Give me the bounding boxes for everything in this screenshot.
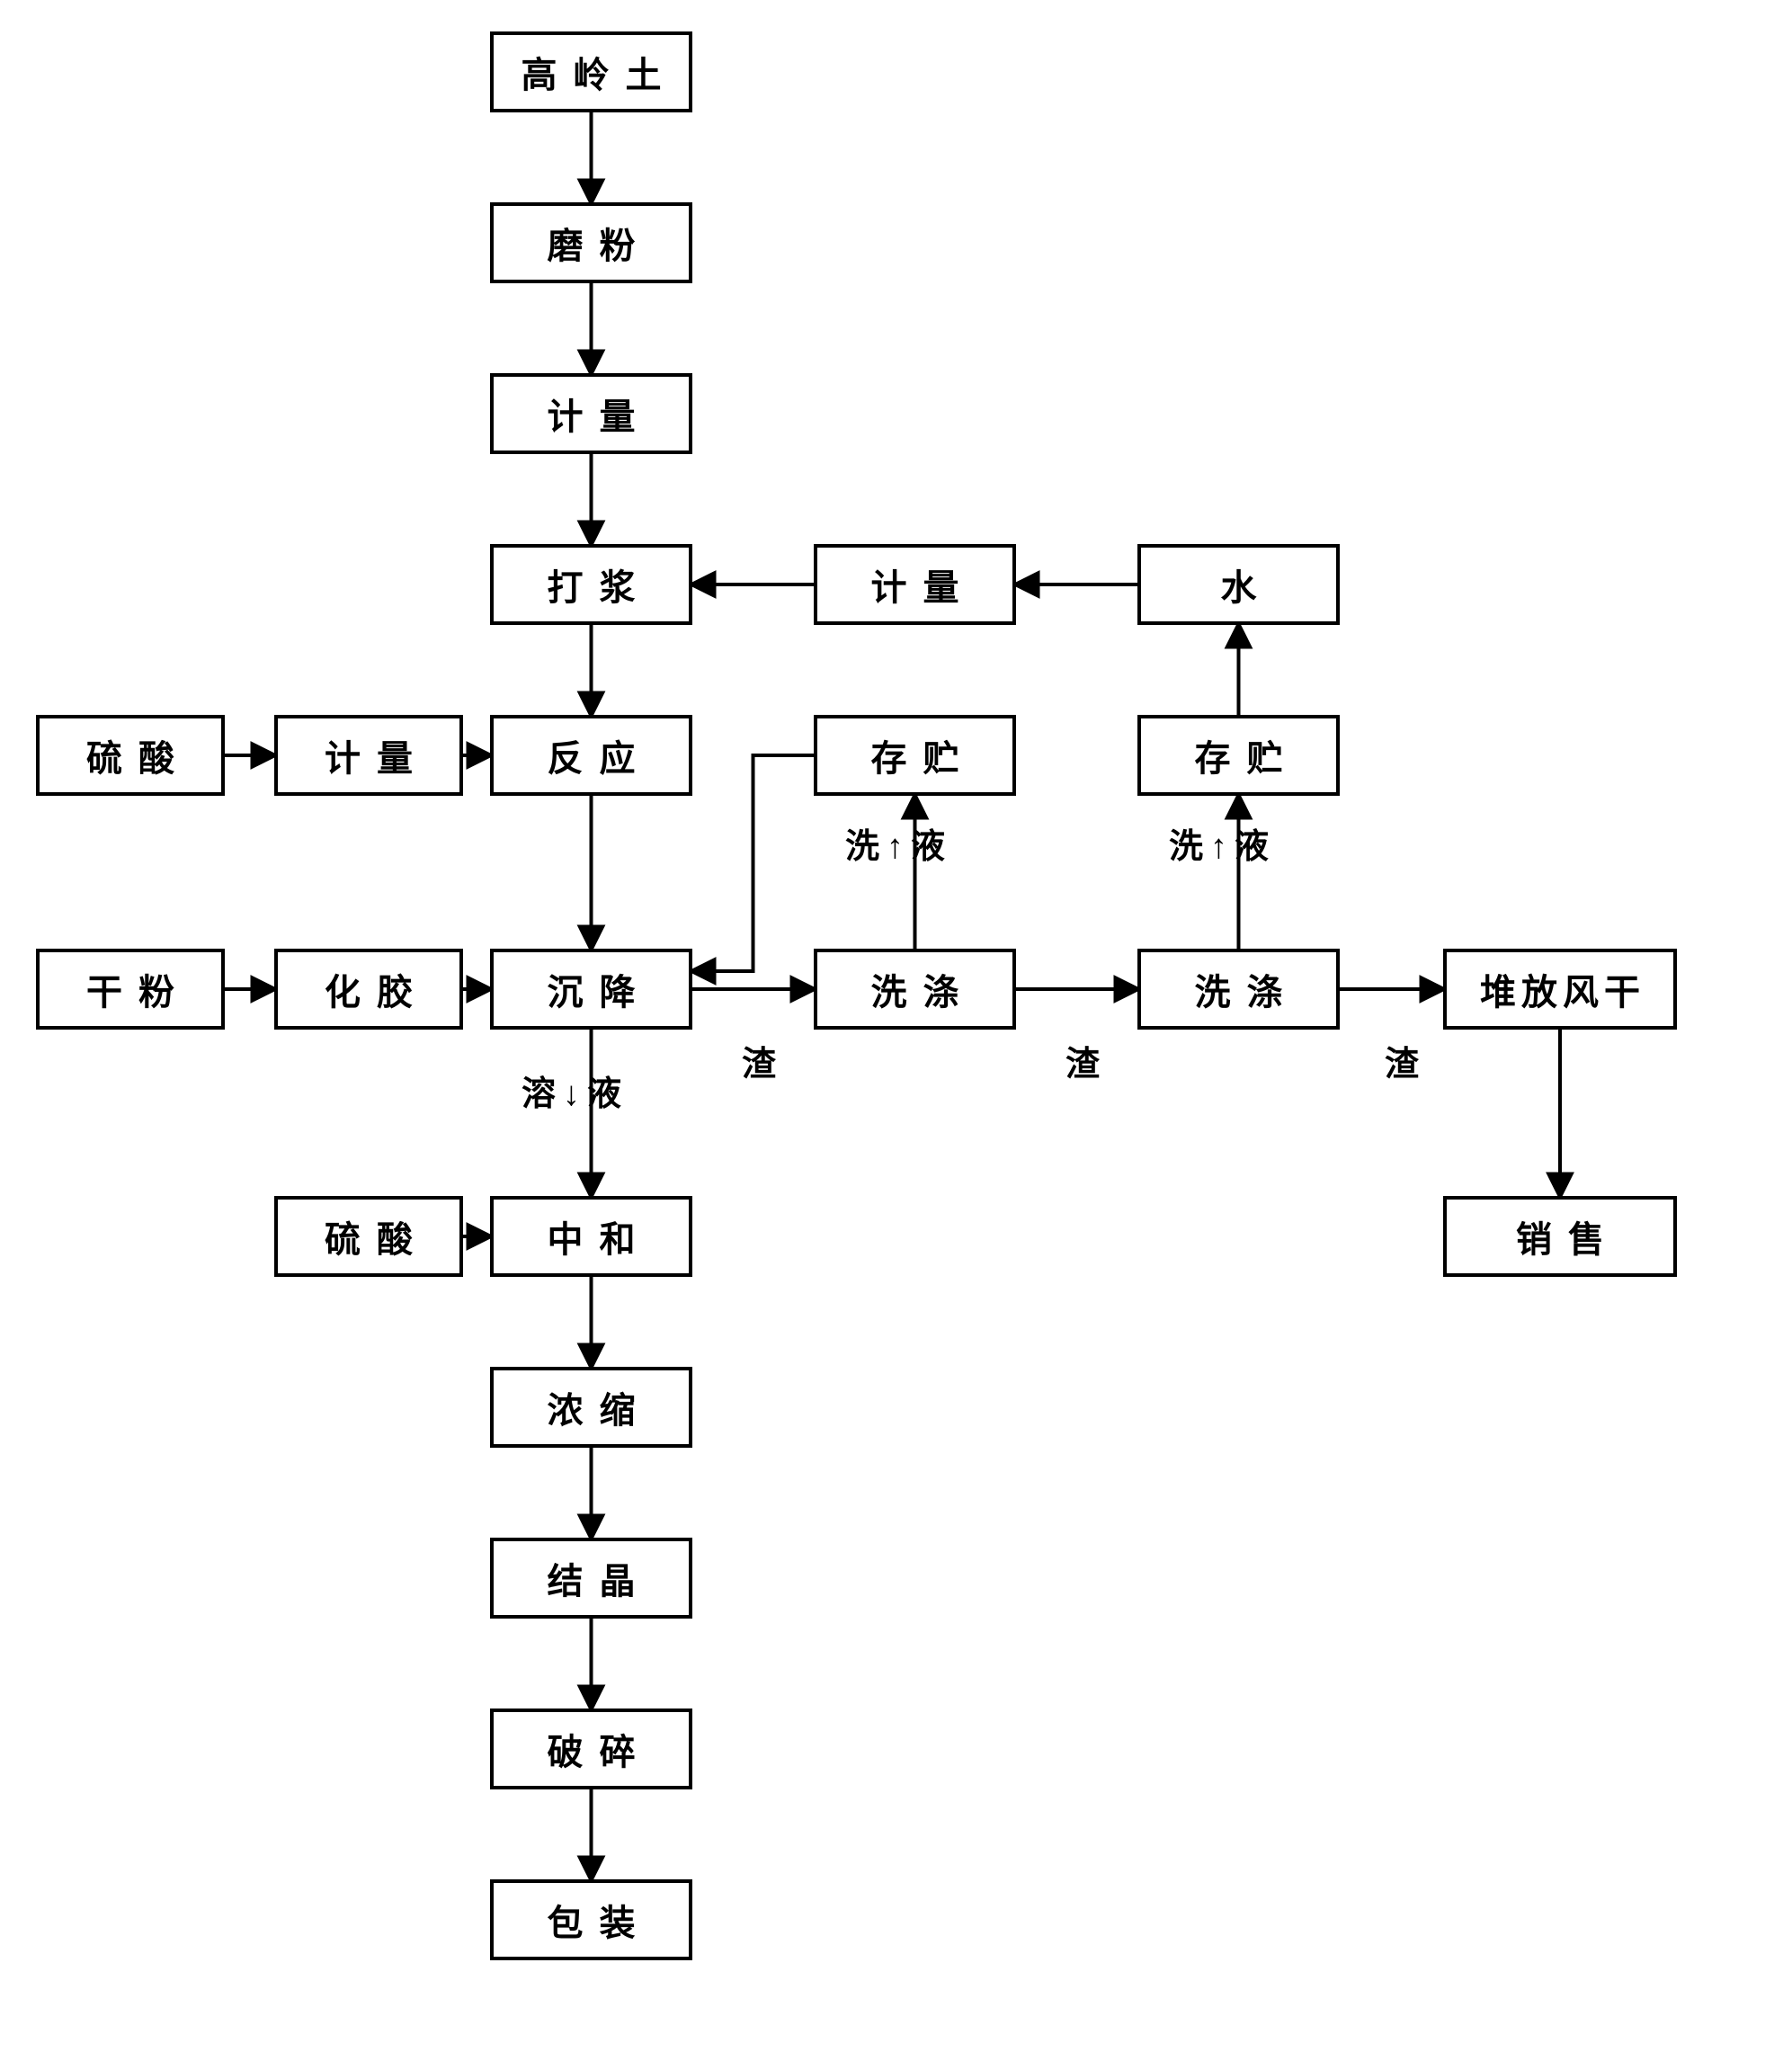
- edge-label-l_rongye: 溶↓液: [522, 1066, 629, 1115]
- node-n_jiliang3: 计量: [274, 715, 463, 796]
- edge-label-l_zha1: 渣: [742, 1036, 783, 1085]
- node-n_jiejing: 结晶: [490, 1538, 692, 1619]
- flowchart-canvas: 高岭土磨粉计量打浆计量水硫酸计量反应存贮存贮干粉化胶沉降洗涤洗涤堆放风干硫酸中和…: [0, 0, 1792, 2052]
- node-n_duifang: 堆放风干: [1443, 949, 1677, 1030]
- node-n_posui: 破碎: [490, 1709, 692, 1789]
- node-n_xiaoshou: 销售: [1443, 1196, 1677, 1277]
- node-n_cunzhu1: 存贮: [814, 715, 1016, 796]
- node-n_dajian: 打浆: [490, 544, 692, 625]
- node-n_chenjiang: 沉降: [490, 949, 692, 1030]
- node-n_jiliang2: 计量: [814, 544, 1016, 625]
- node-n_gaolingtu: 高岭土: [490, 31, 692, 112]
- node-n_liusuan1: 硫酸: [36, 715, 225, 796]
- node-n_xidi1: 洗涤: [814, 949, 1016, 1030]
- node-n_xidi2: 洗涤: [1137, 949, 1340, 1030]
- edge-label-l_zha2: 渣: [1065, 1036, 1107, 1085]
- edge-label-l_zha3: 渣: [1385, 1036, 1426, 1085]
- node-n_zhonghe: 中和: [490, 1196, 692, 1277]
- node-n_liusuan2: 硫酸: [274, 1196, 463, 1277]
- node-n_nongsu: 浓缩: [490, 1367, 692, 1448]
- node-n_jiliang1: 计量: [490, 373, 692, 454]
- node-n_shui: 水: [1137, 544, 1340, 625]
- edge-label-l_xiye1: 洗↑液: [845, 818, 952, 868]
- node-n_baozhuang: 包装: [490, 1879, 692, 1960]
- node-n_mofen: 磨粉: [490, 202, 692, 283]
- node-n_cunzhu2: 存贮: [1137, 715, 1340, 796]
- edge-label-l_xiye2: 洗↑液: [1169, 818, 1276, 868]
- node-n_ganfen: 干粉: [36, 949, 225, 1030]
- node-n_fanying: 反应: [490, 715, 692, 796]
- node-n_huajiao: 化胶: [274, 949, 463, 1030]
